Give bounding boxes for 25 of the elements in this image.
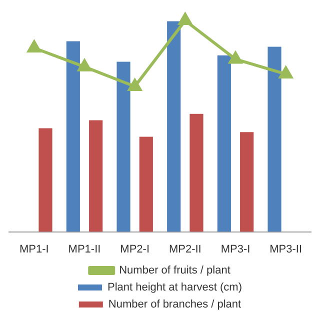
legend-label: Number of fruits / plant xyxy=(119,264,230,277)
bar xyxy=(190,114,204,232)
bar xyxy=(240,132,254,232)
point xyxy=(279,66,293,79)
bar xyxy=(38,128,52,232)
x-tick-label: MP3-I xyxy=(220,243,250,256)
legend-label: Plant height at harvest (cm) xyxy=(108,282,242,294)
x-tick-label: MP1-I xyxy=(19,243,49,256)
x-tick-label: MP2-I xyxy=(120,243,150,256)
bar xyxy=(167,21,181,232)
point xyxy=(27,40,41,53)
x-tick-label: MP2-II xyxy=(168,243,202,256)
x-tick-label: MP3-II xyxy=(270,243,302,256)
point xyxy=(78,59,92,72)
point xyxy=(128,78,142,91)
point xyxy=(228,52,242,64)
x-tick-label: MP1-II xyxy=(68,243,101,256)
legend-label: Number of branches / plant xyxy=(108,298,242,311)
bar xyxy=(268,46,282,232)
bar xyxy=(89,120,103,232)
bar xyxy=(66,41,80,232)
bar xyxy=(116,62,130,232)
bar xyxy=(217,55,231,232)
bar xyxy=(139,136,153,232)
point xyxy=(178,13,192,26)
